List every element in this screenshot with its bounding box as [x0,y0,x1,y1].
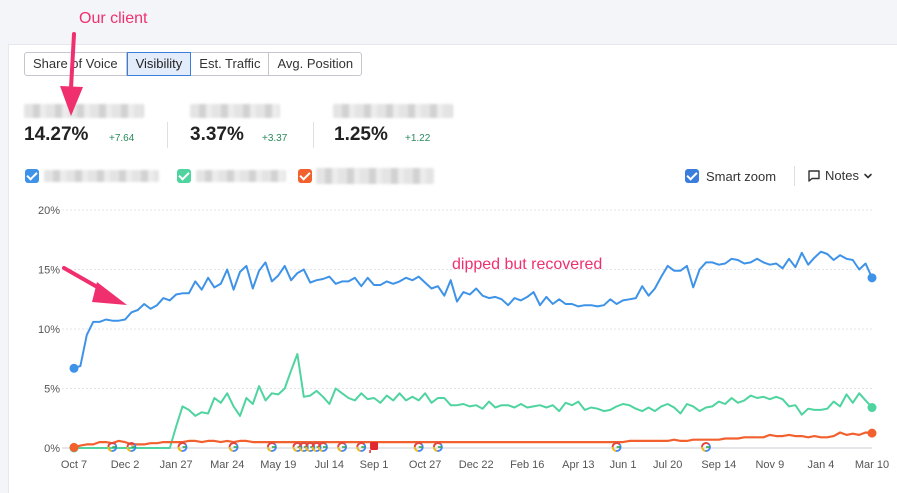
redacted-legend-2 [196,170,286,182]
chart-panel [8,44,897,493]
metric-delta-1: +7.64 [109,133,135,144]
annotation-our-client: Our client [79,10,148,27]
metric-value-1: 14.27% [24,124,89,145]
arrow-our-client [69,32,76,90]
chart-events [107,442,711,453]
x-tick-label: Jan 27 [160,459,193,471]
chart-series [69,250,877,453]
google-update-icon [228,442,239,452]
metric-value-3: 1.25% [334,124,388,145]
notes-icon [808,169,820,182]
x-tick-label: Apr 13 [562,459,594,471]
series-start-point-1 [69,363,79,373]
x-tick-label: Oct 7 [61,459,87,471]
x-tick-label: Feb 16 [510,459,544,471]
redacted-domain-2 [190,104,280,118]
tab-avg-position[interactable]: Avg. Position [269,52,363,76]
x-tick-label: Jul 20 [653,459,682,471]
notes-button[interactable]: Notes [807,168,873,183]
x-tick-label: May 19 [260,459,296,471]
x-tick-label: Jun 1 [610,459,637,471]
series-end-point-3 [867,428,877,438]
metric-value-2: 3.37% [190,124,244,145]
notes-label: Notes [825,168,859,183]
legend-checkbox-1[interactable] [25,169,39,183]
legend-checkbox-3[interactable] [298,169,312,183]
annotation-dipped-recovered: dipped but recovered [452,256,603,273]
x-axis: Oct 7 Dec 2 Jan 27 Mar 24 May 19 Jul 14 Sep 1 O… [61,459,889,471]
x-tick-label: Sep 1 [360,459,389,471]
google-update-icon [107,442,118,452]
google-update-icon [177,442,188,452]
chevron-down-icon [864,173,872,178]
arrow-dipped-head [92,282,127,305]
google-update-icon [267,442,277,452]
x-tick-label: Sep 14 [701,459,736,471]
google-update-icon [337,442,348,452]
x-tick-label: Oct 27 [409,459,441,471]
metric-divider [167,122,168,148]
redacted-domain-1 [24,104,144,118]
metric-divider [313,122,314,148]
redacted-domain-3 [333,104,453,118]
google-update-icon [413,442,424,452]
controls-divider [794,166,795,186]
x-tick-label: Mar 24 [210,459,244,471]
google-update-icon [292,442,303,452]
metric-delta-2: +3.37 [262,133,288,144]
google-update-icon [611,442,622,452]
google-update-icon [356,442,367,452]
arrow-our-client-head [60,86,83,116]
series-line-3 [73,431,873,449]
google-update-icon [432,442,443,452]
x-tick-label: Jan 4 [807,459,834,471]
tab-visibility[interactable]: Visibility [126,52,192,76]
series-line-2 [74,353,873,449]
y-tick-label: 0% [44,443,60,455]
x-tick-label: Nov 9 [755,459,784,471]
redacted-legend-1 [44,170,159,182]
y-tick-label: 20% [38,205,60,217]
metric-delta-3: +1.22 [405,133,431,144]
smart-zoom-checkbox[interactable] [685,169,699,183]
smart-zoom-label: Smart zoom [706,169,777,184]
chart-grid [62,209,872,449]
series-line-1 [73,250,873,370]
y-tick-label: 15% [38,265,60,277]
series-end-point-1 [867,273,877,283]
y-tick-label: 10% [38,324,60,336]
x-tick-label: Dec 22 [459,459,494,471]
redacted-legend-3 [316,168,434,184]
tab-est-traffic[interactable]: Est. Traffic [191,52,270,76]
google-update-icon [318,442,328,452]
series-end-point-2 [867,403,877,413]
annotation-arrows [60,32,127,305]
google-update-icon [305,442,316,452]
x-tick-label: Dec 2 [111,459,140,471]
x-tick-label: Jul 14 [315,459,344,471]
y-tick-label: 5% [44,384,60,396]
google-update-icon [701,442,711,452]
x-tick-label: Mar 10 [855,459,889,471]
tab-share-of-voice[interactable]: Share of Voice [24,52,127,76]
flag-icon [369,442,379,453]
y-axis: 0% 5% 10% 15% 20% [38,205,60,455]
legend-checkbox-2[interactable] [177,169,191,183]
google-update-icon [126,442,137,452]
series-start-point-3 [69,442,79,452]
metric-tabs: Share of Voice Visibility Est. Traffic A… [24,52,363,76]
